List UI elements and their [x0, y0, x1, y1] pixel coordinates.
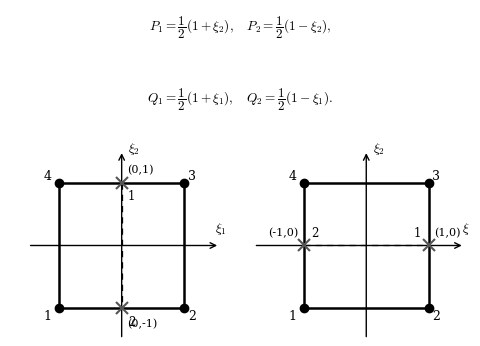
Text: (-1,0): (-1,0) — [268, 228, 299, 238]
Text: 1: 1 — [288, 310, 296, 324]
Text: 1: 1 — [128, 190, 135, 203]
Text: 3: 3 — [188, 170, 196, 183]
Text: (0,-1): (0,-1) — [127, 319, 157, 330]
Text: 1: 1 — [414, 227, 421, 240]
Text: 1: 1 — [44, 310, 52, 324]
Text: 2: 2 — [311, 227, 319, 240]
Text: 4: 4 — [44, 170, 52, 183]
Text: 2: 2 — [128, 316, 135, 329]
Text: $\xi$: $\xi$ — [462, 221, 470, 237]
Text: $P_1 = \dfrac{1}{2}(1+\xi_2), \quad P_2 = \dfrac{1}{2}(1-\xi_2),$: $P_1 = \dfrac{1}{2}(1+\xi_2), \quad P_2 … — [149, 15, 331, 41]
Text: $\xi_1$: $\xi_1$ — [216, 221, 227, 237]
Text: 2: 2 — [432, 310, 440, 324]
Text: 3: 3 — [432, 170, 440, 183]
Text: (1,0): (1,0) — [434, 228, 460, 238]
Text: $\xi_2$: $\xi_2$ — [128, 141, 140, 157]
Text: (0,1): (0,1) — [127, 165, 153, 175]
Text: 2: 2 — [188, 310, 196, 324]
Text: $Q_1 = \dfrac{1}{2}(1+\xi_1), \quad Q_2 = \dfrac{1}{2}(1-\xi_1).$: $Q_1 = \dfrac{1}{2}(1+\xi_1), \quad Q_2 … — [147, 86, 333, 113]
Text: $\xi_2$: $\xi_2$ — [372, 141, 384, 157]
Text: 4: 4 — [288, 170, 296, 183]
